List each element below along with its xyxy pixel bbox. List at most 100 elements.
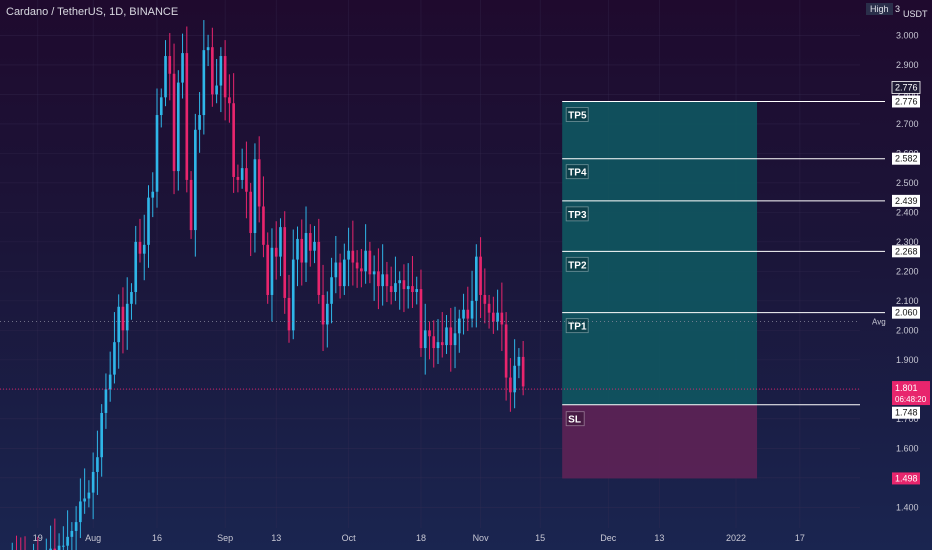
- candle-body: [330, 277, 333, 304]
- candle-body: [492, 312, 495, 322]
- candle-body: [189, 179, 193, 231]
- sl-value-tag-box: [892, 472, 920, 485]
- currency-label: USDT: [903, 9, 928, 19]
- candle-body: [445, 327, 448, 346]
- candle-body: [466, 309, 470, 319]
- candle-body: [79, 501, 82, 523]
- chart-title: Cardano / TetherUS, 1D, BINANCE: [6, 6, 179, 18]
- y-tick-label: 2.800: [896, 89, 919, 99]
- entry-value-tag-box: [892, 406, 920, 419]
- x-tick-label: 2022: [726, 533, 746, 543]
- candle-body: [406, 286, 410, 290]
- candle-body: [385, 274, 389, 287]
- candle-body: [423, 330, 427, 349]
- candle-body: [172, 73, 176, 172]
- candle-body: [296, 238, 299, 260]
- loss-zone: [562, 404, 758, 479]
- y-tick-label: 3.000: [896, 30, 919, 40]
- candle-body: [66, 536, 69, 546]
- candle-body: [334, 262, 338, 278]
- tp-label-2: TP2: [568, 260, 587, 271]
- candle-body: [355, 262, 359, 269]
- y-tick-label: 1.600: [896, 443, 919, 453]
- candle-body: [91, 471, 95, 493]
- candle-body: [57, 545, 61, 550]
- y-tick-label: 2.500: [896, 178, 919, 188]
- high-value-tag-box: [891, 81, 921, 94]
- tp-label-4: TP4: [568, 168, 587, 179]
- candle-body: [125, 303, 129, 331]
- tp-value-tag-3: 2.439: [895, 196, 918, 206]
- candle-body: [457, 318, 461, 334]
- candle-body: [74, 522, 78, 531]
- candle-body: [402, 280, 406, 290]
- candle-body: [381, 274, 384, 287]
- candle-body: [470, 300, 474, 319]
- high-value-tag: 2.776: [895, 82, 918, 92]
- tp-label-box-2: [565, 256, 589, 272]
- tp-label-1: TP1: [568, 322, 587, 333]
- candle-body: [436, 342, 440, 349]
- candle-body: [449, 327, 453, 346]
- candle-body: [521, 356, 525, 387]
- entry-value-tag: 1.748: [895, 408, 918, 418]
- candle-body: [343, 259, 346, 287]
- tp-label-5: TP5: [568, 110, 587, 121]
- candle-body: [215, 85, 218, 95]
- candle-body: [138, 241, 142, 254]
- candle-body: [104, 389, 108, 413]
- candle-body: [257, 159, 261, 207]
- candle-body: [155, 115, 159, 192]
- candle-body: [164, 56, 167, 98]
- tp-value-tag-2-box: [892, 245, 920, 258]
- candle-body: [274, 247, 278, 257]
- candle-body: [232, 103, 235, 177]
- y-tick-label: 2.200: [896, 266, 919, 276]
- y-tick-label: 1.900: [896, 355, 919, 365]
- candle-body: [53, 548, 57, 550]
- sl-value-tag: 1.498: [895, 473, 918, 483]
- x-tick-label: 16: [152, 533, 162, 543]
- candle-body: [368, 250, 372, 275]
- x-tick-label: 18: [416, 533, 426, 543]
- y-tick-label: 2.900: [896, 60, 919, 70]
- candle-body: [198, 115, 201, 130]
- candle-body: [428, 330, 431, 337]
- candle-body: [108, 374, 112, 390]
- candle-body: [117, 306, 121, 343]
- tp-label-3: TP3: [568, 210, 587, 221]
- candle-body: [279, 227, 282, 257]
- candle-body: [240, 168, 244, 180]
- tp-value-tag-1: 2.060: [895, 308, 918, 318]
- countdown-tag: 06:48:20: [895, 395, 927, 404]
- candle-body: [415, 289, 419, 293]
- tp-label-box-1: [565, 318, 589, 334]
- y-tick-label: 2.400: [896, 207, 919, 217]
- candle-body: [513, 365, 516, 393]
- candle-body: [377, 271, 380, 287]
- y-tick-label: 1.700: [896, 414, 919, 424]
- candle-body: [228, 97, 231, 104]
- candle-body: [100, 412, 103, 458]
- candle-body: [325, 303, 329, 325]
- tp-label-box-5: [565, 107, 589, 122]
- candle-body: [236, 176, 240, 180]
- candle-body: [270, 247, 274, 295]
- candle-body: [321, 294, 325, 325]
- y-tick-label: 1.400: [896, 502, 919, 512]
- tp-value-tag-5-box: [892, 95, 920, 108]
- candle-body: [223, 56, 227, 98]
- x-tick-label: 13: [654, 533, 664, 543]
- candle-body: [96, 457, 99, 472]
- candle-body: [181, 53, 184, 83]
- candle-body: [517, 356, 521, 366]
- candle-body: [219, 56, 223, 86]
- x-tick-label: Sep: [217, 533, 233, 543]
- candle-body: [347, 250, 350, 260]
- candle-body: [185, 53, 189, 180]
- tp-label-box-3: [565, 206, 589, 222]
- candle-body: [253, 159, 257, 234]
- tp-value-tag-2: 2.268: [895, 246, 918, 256]
- candle-body: [147, 197, 150, 245]
